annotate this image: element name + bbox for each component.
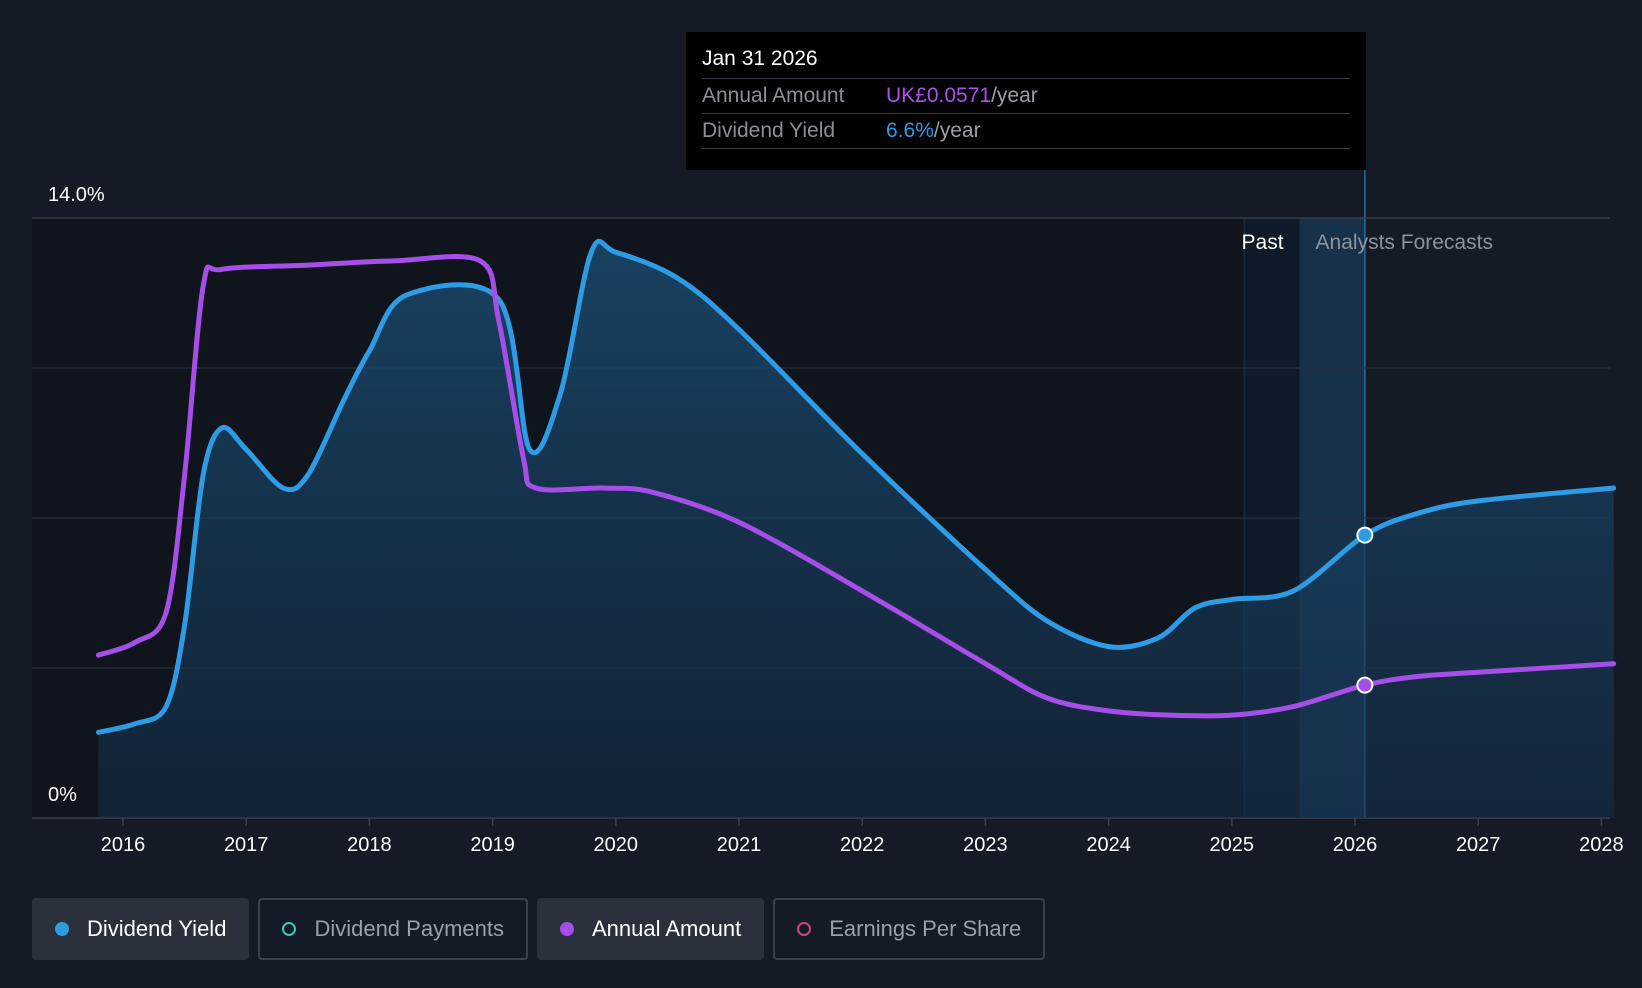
x-tick-label: 2018 <box>347 834 392 856</box>
tooltip-date: Jan 31 2026 <box>702 44 1350 79</box>
x-tick-label: 2027 <box>1456 834 1501 856</box>
x-tick-label: 2017 <box>224 834 269 856</box>
x-tick-label: 2025 <box>1210 834 1255 856</box>
legend-label: Annual Amount <box>591 916 742 941</box>
tooltip-label: Dividend Yield <box>702 119 836 142</box>
dividend-yield-marker[interactable] <box>1356 526 1374 544</box>
x-tick-label: 2020 <box>594 834 639 856</box>
dividend-payments-ring-icon <box>282 922 297 936</box>
y-axis-top-label: 14.0% <box>48 184 105 206</box>
legend-label: Earnings Per Share <box>829 916 1022 941</box>
tooltip-value: 6.6% <box>886 119 934 142</box>
x-tick-label: 2016 <box>101 834 146 856</box>
forecast-label: Analysts Forecasts <box>1316 231 1493 254</box>
earnings-per-share-ring-icon <box>797 922 812 936</box>
legend-item-dividend-yield[interactable]: Dividend Yield <box>32 898 250 960</box>
tooltip-unit: /year <box>933 119 981 142</box>
x-tick-label: 2026 <box>1333 834 1378 856</box>
dividend-yield-dot-icon <box>55 922 69 936</box>
x-tick-label: 2024 <box>1086 834 1131 856</box>
y-axis-bottom-label: 0% <box>48 784 77 806</box>
past-label: Past <box>1242 231 1284 254</box>
legend-item-annual-amount[interactable]: Annual Amount <box>536 898 765 960</box>
x-tick-label: 2028 <box>1579 834 1624 856</box>
x-tick-label: 2021 <box>717 834 762 856</box>
tooltip-row-annual-amount: Annual Amount UK£0.0571 /year <box>702 79 1350 114</box>
x-tick-label: 2023 <box>963 834 1008 856</box>
annual-amount-dot-icon <box>559 922 574 936</box>
x-tick-label: 2022 <box>840 834 885 856</box>
tooltip: Jan 31 2026 Annual Amount UK£0.0571 /yea… <box>686 32 1366 170</box>
legend-label: Dividend Payments <box>314 916 504 941</box>
legend: Dividend Yield Dividend Payments Annual … <box>32 898 1046 960</box>
dividend-yield-line <box>95 238 1617 735</box>
tooltip-value: UK£0.0571 <box>886 84 992 107</box>
dividend-yield-area <box>98 241 1614 819</box>
tooltip-label: Annual Amount <box>702 84 845 107</box>
tooltip-unit: /year <box>991 84 1038 107</box>
annual-amount-marker[interactable] <box>1356 676 1374 694</box>
tooltip-row-dividend-yield: Dividend Yield 6.6% /year <box>702 114 1350 149</box>
x-tick-label: 2019 <box>470 834 515 856</box>
legend-label: Dividend Yield <box>87 916 227 941</box>
legend-item-dividend-payments[interactable]: Dividend Payments <box>258 898 528 960</box>
legend-item-earnings-per-share[interactable]: Earnings Per Share <box>773 898 1046 960</box>
annual-amount-line <box>95 254 1617 719</box>
